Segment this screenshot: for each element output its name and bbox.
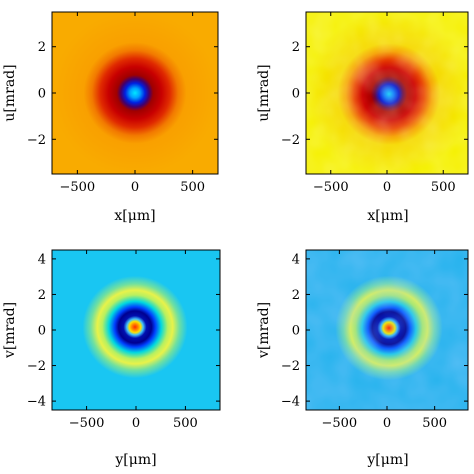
y-tick-label: 2: [292, 288, 300, 303]
y-tick-label: −2: [27, 359, 46, 374]
y-tick-label: 2: [292, 40, 300, 55]
x-axis-label: y[μm]: [114, 452, 156, 468]
x-tick-label: −500: [321, 416, 357, 431]
y-ticks: −4 −2 0 2 4: [27, 252, 220, 410]
x-tick-label: 500: [422, 416, 447, 431]
y-axis-label: u[mrad]: [256, 64, 272, 121]
y-tick-label: 0: [38, 87, 46, 102]
y-tick-label: 0: [38, 324, 46, 339]
y-tick-label: −4: [281, 395, 300, 410]
x-axis-label: x[μm]: [367, 208, 408, 224]
x-tick-label: 0: [383, 416, 391, 431]
y-ticks: −2 0 2: [27, 40, 218, 148]
x-axis-label: x[μm]: [114, 208, 155, 224]
beam-profile: [53, 250, 217, 407]
beam-profile: [52, 12, 218, 174]
y-tick-label: 2: [38, 288, 46, 303]
x-ticks: −500 0 500: [321, 250, 447, 431]
y-tick-label: −2: [281, 359, 300, 374]
panel-top-left: −500 0 500 −2 0 2 x[μm] u[mrad]: [2, 11, 219, 224]
x-tick-label: −500: [313, 180, 349, 195]
y-tick-label: 2: [38, 40, 46, 55]
panel-bottom-left: −500 0 500 −4 −2 0 2 4 y[μm] v[mrad]: [2, 249, 221, 468]
y-axis-label: v[mrad]: [256, 302, 272, 359]
y-tick-label: 4: [38, 252, 46, 267]
y-axis-label: u[mrad]: [2, 64, 18, 121]
x-tick-label: 500: [173, 416, 198, 431]
y-tick-label: 0: [292, 324, 300, 339]
y-ticks: −4 −2 0 2 4: [281, 252, 468, 410]
x-tick-label: 0: [132, 416, 140, 431]
x-tick-label: 500: [431, 180, 456, 195]
x-tick-label: −500: [69, 416, 105, 431]
y-tick-label: 4: [292, 252, 300, 267]
y-axis-label: v[mrad]: [2, 302, 18, 359]
x-ticks: −500 0 500: [69, 250, 198, 431]
x-ticks: −500 0 500: [313, 12, 456, 195]
noise-texture: [306, 250, 468, 410]
x-tick-label: 0: [131, 180, 139, 195]
y-tick-label: −2: [27, 133, 46, 148]
x-tick-label: 0: [383, 180, 391, 195]
panel-top-right: −500 0 500 −2 0 2 x[μm] u[mrad]: [256, 11, 469, 224]
y-tick-label: 0: [292, 87, 300, 102]
y-tick-label: −4: [27, 395, 46, 410]
y-ticks: −2 0 2: [281, 40, 468, 148]
y-tick-label: −2: [281, 133, 300, 148]
x-ticks: −500 0 500: [60, 12, 205, 195]
noise-texture: [306, 12, 468, 174]
panel-bottom-right: −500 0 500 −4 −2 0 2 4 y[μm] v[mrad]: [256, 249, 469, 468]
x-tick-label: 500: [180, 180, 205, 195]
x-axis-label: y[μm]: [366, 452, 408, 468]
x-tick-label: −500: [60, 180, 96, 195]
